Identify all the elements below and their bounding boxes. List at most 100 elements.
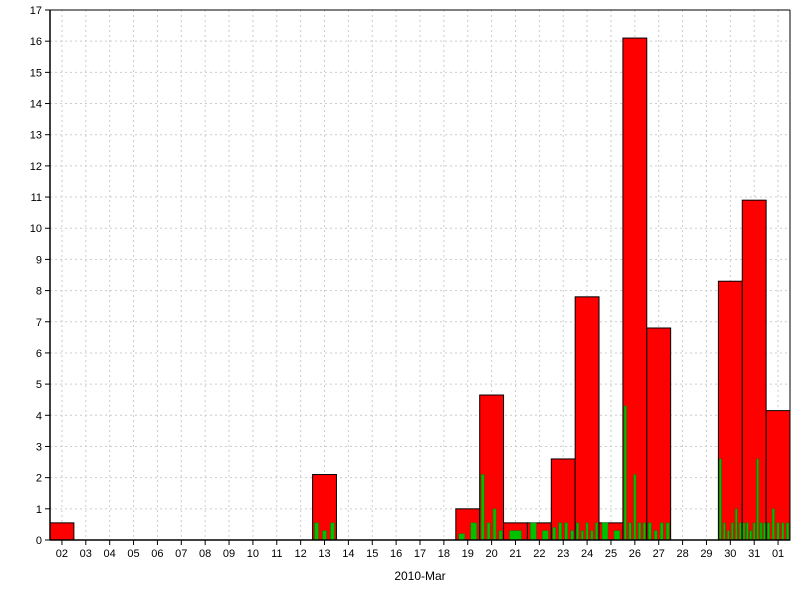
bar-green — [757, 459, 759, 540]
svg-text:7: 7 — [36, 317, 42, 329]
svg-text:2: 2 — [36, 473, 42, 485]
bar-green — [638, 523, 640, 540]
svg-text:17: 17 — [414, 548, 426, 560]
svg-text:31: 31 — [748, 548, 760, 560]
bar-green — [559, 523, 562, 540]
svg-text:23: 23 — [557, 548, 569, 560]
bar-green — [735, 509, 737, 540]
svg-text:12: 12 — [295, 548, 307, 560]
svg-text:10: 10 — [247, 548, 259, 560]
svg-text:3: 3 — [36, 441, 42, 453]
bar-green — [654, 531, 657, 540]
svg-text:13: 13 — [30, 130, 42, 142]
bar-green — [786, 523, 788, 540]
bar-green — [727, 531, 729, 540]
bar-green — [731, 523, 733, 540]
svg-text:06: 06 — [151, 548, 163, 560]
svg-text:20: 20 — [485, 548, 497, 560]
svg-text:16: 16 — [30, 36, 42, 48]
bar-green — [643, 523, 645, 540]
svg-text:15: 15 — [366, 548, 378, 560]
svg-text:02: 02 — [56, 548, 68, 560]
bar-green — [330, 523, 334, 540]
svg-text:22: 22 — [533, 548, 545, 560]
svg-text:27: 27 — [653, 548, 665, 560]
bar-green — [614, 531, 620, 540]
svg-text:11: 11 — [271, 548, 282, 560]
bar-red — [50, 523, 74, 540]
bar-green — [553, 528, 556, 540]
bar-green — [660, 523, 663, 540]
bar-green — [510, 531, 522, 540]
bar-green — [591, 531, 593, 540]
bar-green — [493, 509, 496, 540]
bar-red — [718, 281, 742, 540]
svg-text:12: 12 — [30, 161, 42, 173]
svg-text:24: 24 — [581, 548, 593, 560]
svg-text:28: 28 — [676, 548, 688, 560]
bar-green — [602, 523, 608, 540]
svg-text:19: 19 — [462, 548, 474, 560]
x-axis-label: 2010-Mar — [394, 569, 445, 583]
bar-red — [575, 297, 599, 540]
svg-text:03: 03 — [80, 548, 92, 560]
svg-text:8: 8 — [36, 286, 42, 298]
bar-red — [742, 200, 766, 540]
bar-green — [648, 523, 651, 540]
bar-red — [766, 411, 790, 540]
bar-green — [624, 406, 626, 540]
svg-text:07: 07 — [175, 548, 187, 560]
bar-green — [542, 531, 548, 540]
bar-green — [777, 523, 779, 540]
svg-text:14: 14 — [30, 99, 42, 111]
bar-green — [487, 523, 490, 540]
svg-text:5: 5 — [36, 379, 42, 391]
svg-text:05: 05 — [127, 548, 139, 560]
bar-green — [634, 475, 636, 540]
bar-green — [760, 523, 762, 540]
bar-green — [753, 523, 755, 540]
svg-text:25: 25 — [605, 548, 617, 560]
svg-text:1: 1 — [36, 504, 42, 516]
bar-green — [595, 523, 597, 540]
bar-green — [315, 523, 319, 540]
bar-green — [459, 534, 465, 540]
svg-text:30: 30 — [724, 548, 736, 560]
bar-green — [772, 509, 774, 540]
bar-green — [323, 531, 327, 540]
svg-text:08: 08 — [199, 548, 211, 560]
chart-container: 0123456789101112131415161702030405060708… — [0, 0, 800, 600]
bar-green — [746, 523, 748, 540]
svg-text:15: 15 — [30, 67, 42, 79]
bar-green — [530, 523, 536, 540]
bar-green — [763, 523, 765, 540]
svg-text:01: 01 — [772, 548, 784, 560]
bar-green — [750, 531, 752, 540]
bar-chart: 0123456789101112131415161702030405060708… — [0, 0, 800, 600]
bar-green — [499, 531, 502, 540]
svg-text:04: 04 — [104, 548, 116, 560]
bar-green — [629, 523, 631, 540]
svg-text:10: 10 — [30, 223, 42, 235]
svg-text:16: 16 — [390, 548, 402, 560]
bar-green — [743, 523, 745, 540]
bar-green — [581, 531, 583, 540]
svg-text:14: 14 — [342, 548, 354, 560]
svg-text:9: 9 — [36, 254, 42, 266]
bar-green — [481, 475, 484, 540]
bar-red — [647, 328, 671, 540]
bar-green — [767, 523, 769, 540]
bar-green — [571, 531, 574, 540]
svg-text:4: 4 — [36, 410, 42, 422]
bar-green — [576, 523, 578, 540]
svg-text:11: 11 — [31, 192, 42, 204]
svg-text:09: 09 — [223, 548, 235, 560]
svg-text:17: 17 — [30, 5, 42, 17]
svg-text:26: 26 — [629, 548, 641, 560]
bar-green — [723, 523, 725, 540]
svg-text:0: 0 — [36, 535, 42, 547]
svg-text:18: 18 — [438, 548, 450, 560]
bar-green — [719, 459, 721, 540]
svg-text:29: 29 — [700, 548, 712, 560]
svg-text:21: 21 — [509, 548, 521, 560]
